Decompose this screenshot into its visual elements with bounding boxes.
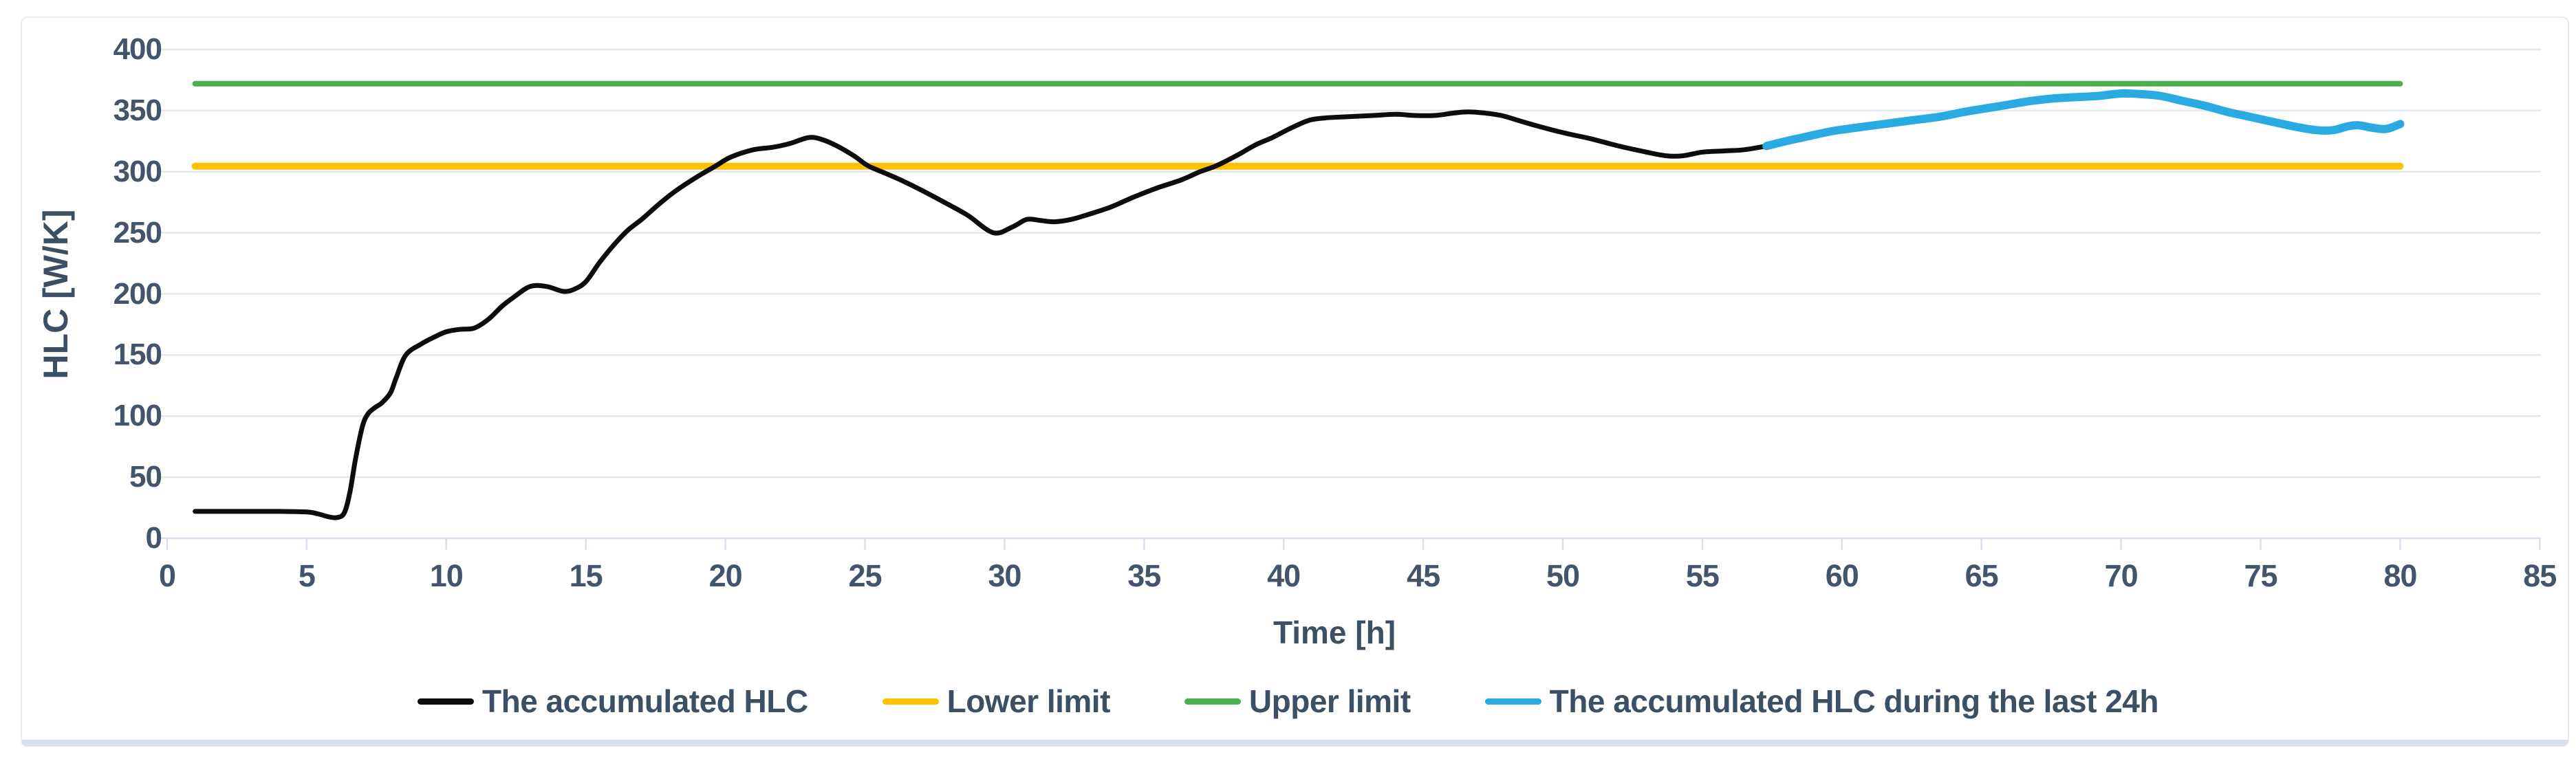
- x-tick-label: 15: [569, 558, 603, 593]
- x-tick-label: 85: [2523, 558, 2557, 593]
- x-tick-label: 25: [848, 558, 882, 593]
- series-the-accumulated-hlc-during-the-last-24h: [1762, 89, 2405, 151]
- x-tick-label: 40: [1267, 558, 1301, 593]
- y-tick-label: 400: [113, 32, 162, 66]
- legend-label: The accumulated HLC: [482, 683, 808, 719]
- legend-item-accumulated-hlc: The accumulated HLC: [418, 683, 808, 720]
- x-tick-label: 80: [2383, 558, 2417, 593]
- x-tick-label: 50: [1546, 558, 1580, 593]
- legend-item-accumulated-hlc-last-24h: The accumulated HLC during the last 24h: [1484, 683, 2159, 720]
- legend-label: Lower limit: [946, 683, 1111, 719]
- x-tick-label: 30: [988, 558, 1021, 593]
- x-tick-label: 70: [2104, 558, 2139, 593]
- y-axis-title: HLC [W/K]: [36, 209, 75, 379]
- x-tick-label: 45: [1407, 558, 1440, 593]
- x-tick-label: 60: [1825, 558, 1859, 593]
- y-tick-label: 100: [113, 399, 162, 433]
- y-tick-label: 50: [129, 460, 162, 494]
- gold-line-swatch-icon: [882, 698, 939, 705]
- legend-label: Upper limit: [1248, 683, 1411, 719]
- black-line-swatch-icon: [418, 698, 474, 705]
- green-line-swatch-icon: [1184, 698, 1241, 705]
- y-tick-label: 150: [113, 338, 162, 372]
- x-tick-label: 35: [1127, 558, 1161, 593]
- y-tick-label: 300: [113, 154, 162, 188]
- x-tick-label: 20: [708, 558, 743, 593]
- legend-item-upper-limit: Upper limit: [1184, 683, 1411, 720]
- x-tick-label: 0: [158, 558, 176, 593]
- y-tick-label: 0: [145, 521, 162, 555]
- x-tick-label: 55: [1685, 558, 1720, 593]
- blue-line-swatch-icon: [1484, 698, 1541, 705]
- x-tick-label: 5: [298, 558, 316, 593]
- legend: The accumulated HLC Lower limit Upper li…: [0, 683, 2576, 720]
- x-axis-title: Time [h]: [1273, 615, 1396, 650]
- x-tick-label: 65: [1965, 558, 1999, 593]
- legend-label: The accumulated HLC during the last 24h: [1549, 683, 2159, 719]
- x-tick-label: 10: [429, 558, 464, 593]
- series-the-accumulated-hlc: [193, 109, 1769, 520]
- y-tick-label: 200: [113, 276, 162, 311]
- y-tick-label: 250: [113, 215, 162, 250]
- legend-item-lower-limit: Lower limit: [882, 683, 1111, 720]
- y-tick-label: 350: [113, 93, 162, 127]
- x-tick-label: 75: [2244, 558, 2277, 593]
